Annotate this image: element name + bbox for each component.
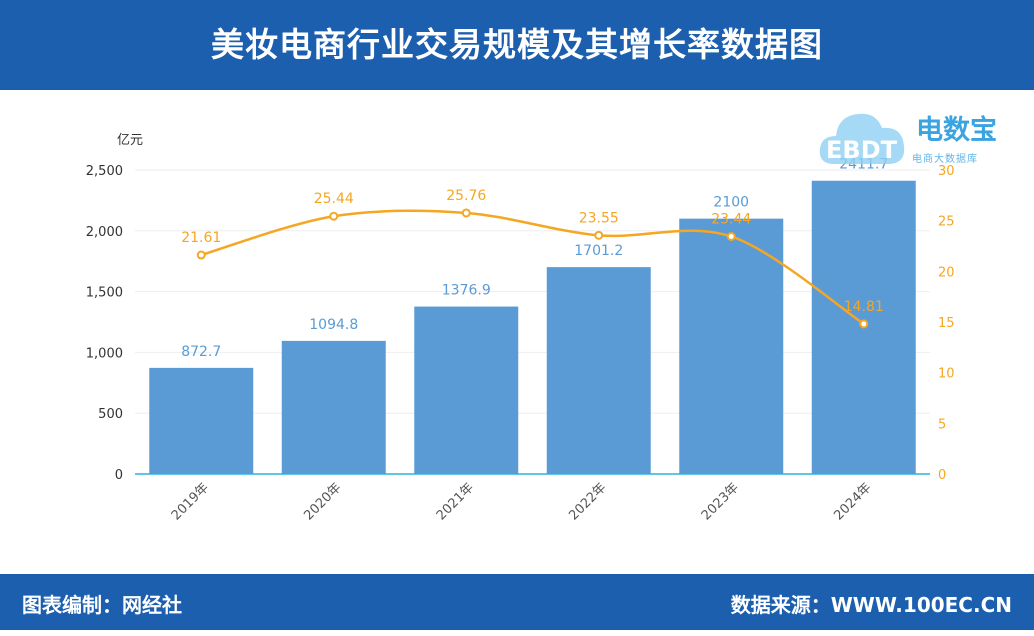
cloud-icon: EBDT [819,113,905,164]
growth-rate-line [200,209,865,325]
y-left-tick-label: 1,000 [86,346,123,361]
bar [679,218,784,474]
line-value-label: 23.44 [711,211,751,227]
line-value-label: 23.55 [579,210,619,226]
line-point [726,231,736,241]
line-point [196,250,206,260]
bar-line-chart: 亿元 0 500 1,000 1,500 2,000 2,500 0 5 10 15 20 25 30 87… [86,133,955,523]
y-right-tick-label: 0 [938,468,946,483]
y-axis-unit: 亿元 [117,133,143,148]
line-point [461,208,471,218]
y-left-tick-label: 2,500 [86,164,123,179]
header-bar: 美妆电商行业交易规模及其增长率数据图 [0,0,1034,90]
logo-badge: EBDT [826,136,898,164]
y-right-tick-label: 5 [938,417,946,432]
line-point [329,211,339,221]
x-tick-label: 2024年 [831,480,874,523]
bar-value-label: 1701.2 [574,243,623,259]
footer-bar: 图表编制：网经社 数据来源：WWW.100EC.CN [0,574,1034,630]
logo-subtitle: 电商大数据库 [912,154,978,165]
y-right-tick-label: 20 [938,265,955,280]
bar [546,267,651,474]
y-right-tick-label: 10 [938,367,955,382]
y-right-tick-label: 25 [938,215,955,230]
footer-credit: 图表编制：网经社 [22,593,182,617]
bar [414,306,519,474]
y-left-tick-label: 1,500 [86,286,123,301]
line-point [859,319,869,329]
y-left-tick-label: 0 [115,468,123,483]
x-tick-label: 2020年 [301,480,344,523]
y-left-tick-label: 2,000 [86,225,123,240]
line-value-label: 14.81 [844,299,884,315]
line-value-label: 21.61 [181,230,221,246]
y-left-tick-label: 500 [98,407,123,422]
brand-logo: EBDT 电数宝 电商大数据库 [816,98,1028,180]
logo-name: 电数宝 [916,115,997,146]
chart-title: 美妆电商行业交易规模及其增长率数据图 [211,25,823,64]
y-right-tick-label: 30 [938,164,955,179]
x-tick-label: 2022年 [566,480,609,523]
x-tick-label: 2021年 [434,480,477,523]
bar [281,340,386,474]
bar-value-label: 1376.9 [442,283,491,299]
bar-value-label: 1094.8 [309,317,358,333]
line-value-label: 25.76 [446,188,486,204]
bar [149,367,254,474]
x-tick-label: 2019年 [169,480,212,523]
footer-source: 数据来源：WWW.100EC.CN [730,593,1012,617]
y-right-tick-label: 15 [938,316,955,331]
bar-value-label: 872.7 [181,344,221,360]
bar-value-label: 2100 [713,195,749,211]
x-tick-label: 2023年 [699,480,742,523]
line-value-label: 25.44 [314,191,354,207]
line-point [594,230,604,240]
